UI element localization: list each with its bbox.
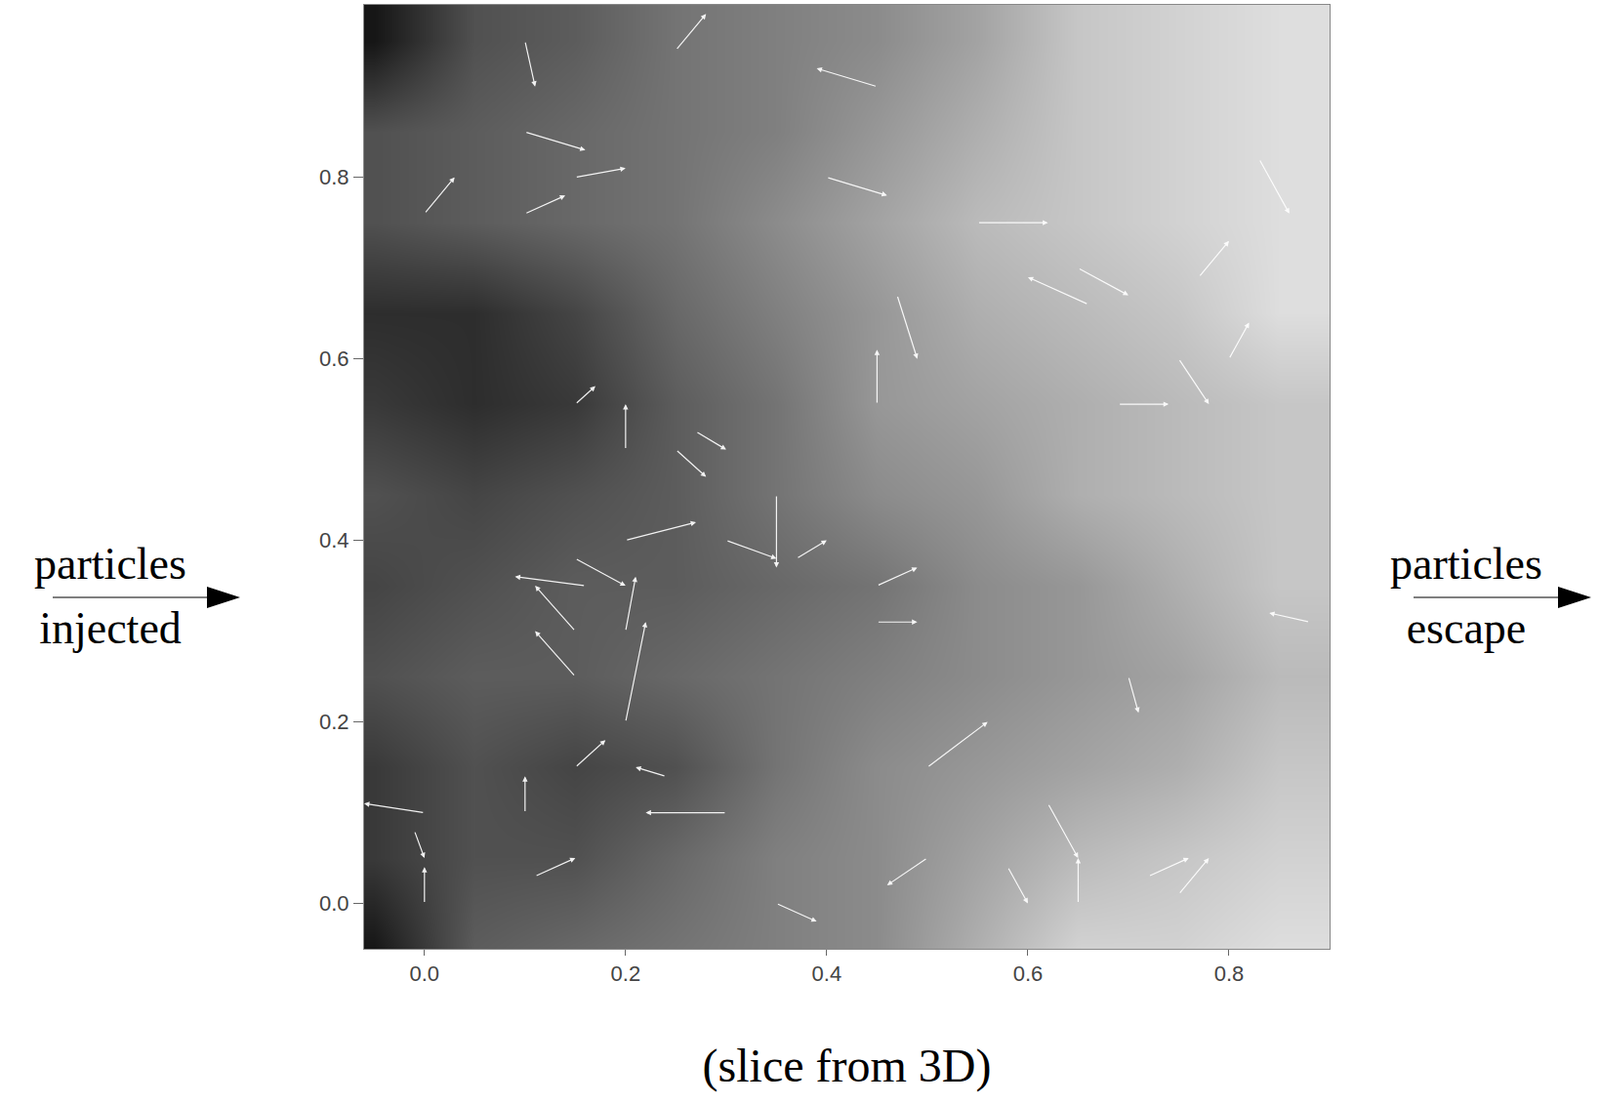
svg-text:0.2: 0.2 [611,961,642,986]
svg-text:0.2: 0.2 [319,709,350,735]
html-text:particles: particles [34,538,187,589]
html-text:(slice from 3D): (slice from 3D) [702,1039,992,1092]
svg-text:0.8: 0.8 [1214,961,1245,986]
html-text:escape: escape [1406,603,1527,654]
svg-text:0.4: 0.4 [319,528,350,553]
svg-text:0.6: 0.6 [319,346,350,371]
svg-text:0.6: 0.6 [1013,961,1044,986]
html-text:particles: particles [1390,538,1543,589]
svg-text:0.0: 0.0 [410,961,441,986]
html-text:injected: injected [39,603,182,654]
svg-text:0.8: 0.8 [319,164,350,190]
svg-text:0.4: 0.4 [812,961,843,986]
svg-text:0.0: 0.0 [319,891,350,916]
